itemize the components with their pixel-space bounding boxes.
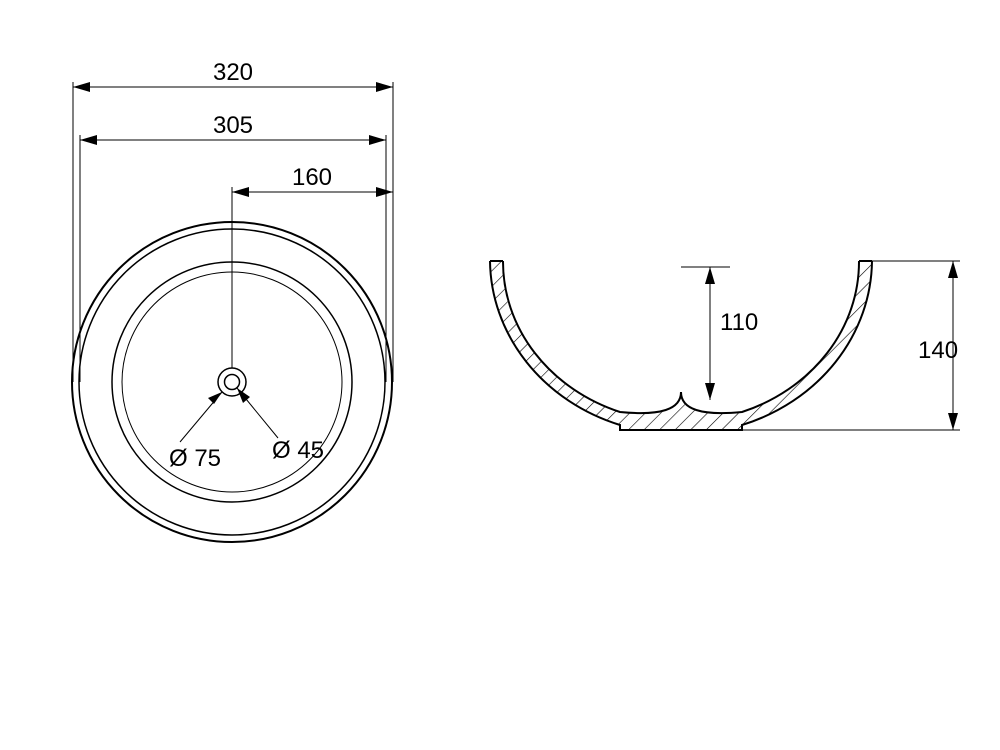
dim-label-dia75: Ø 75 (169, 445, 221, 472)
leader-dia-45: Ø 45 (237, 388, 324, 464)
dim-label-305: 305 (213, 112, 253, 139)
top-view: 320 305 160 Ø 75 Ø 45 (72, 59, 393, 542)
technical-drawing: 320 305 160 Ø 75 Ø 45 (0, 0, 1000, 750)
dimension-305: 305 (80, 112, 386, 145)
dimension-320: 320 (73, 59, 393, 92)
dim-label-320: 320 (213, 59, 253, 86)
dim-label-140: 140 (918, 337, 958, 364)
dimension-160: 160 (232, 164, 393, 197)
leader-dia-75: Ø 75 (169, 392, 222, 472)
dimension-140: 140 (918, 261, 958, 430)
section-view: 110 140 (480, 250, 960, 450)
dim-label-dia45: Ø 45 (272, 437, 324, 464)
dim-label-110: 110 (720, 309, 758, 336)
dimension-110: 110 (681, 267, 758, 400)
dim-label-160: 160 (292, 164, 332, 191)
